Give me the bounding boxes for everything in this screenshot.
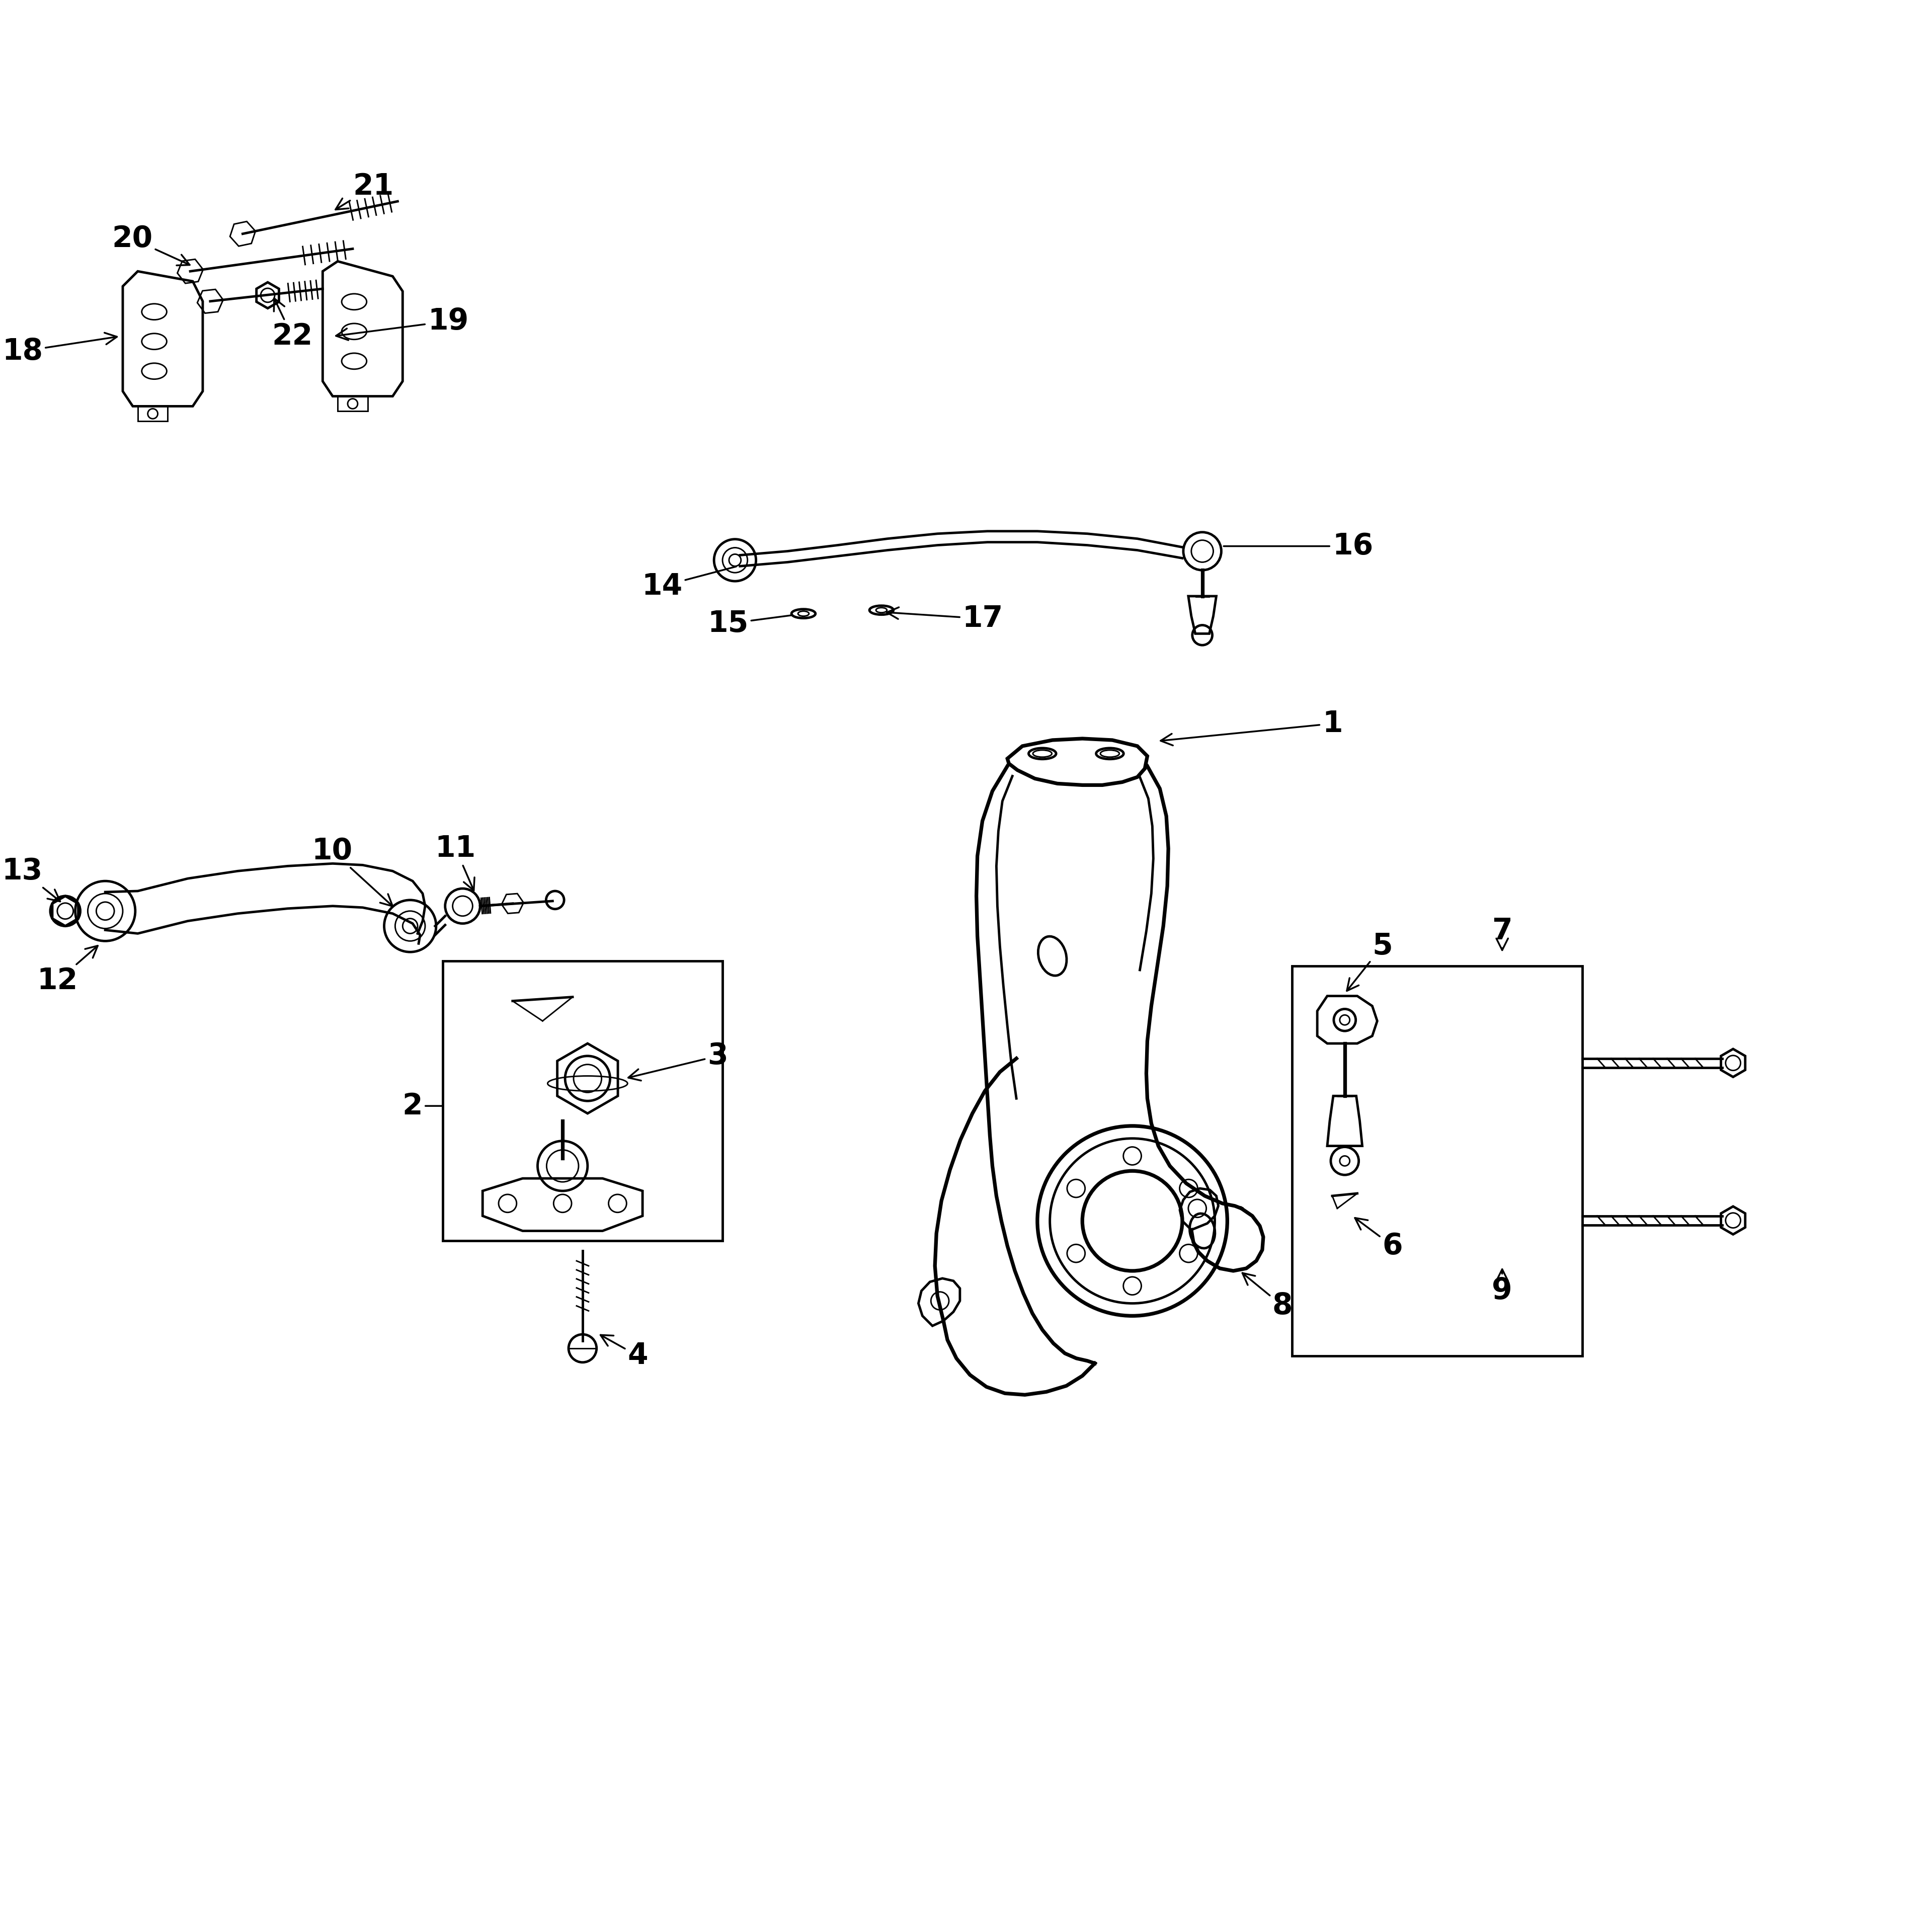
Text: 20: 20 bbox=[112, 224, 189, 265]
Text: 13: 13 bbox=[2, 856, 60, 902]
Text: 14: 14 bbox=[641, 566, 736, 601]
Text: 8: 8 bbox=[1242, 1273, 1293, 1320]
Text: 4: 4 bbox=[601, 1335, 647, 1370]
Text: 1: 1 bbox=[1161, 709, 1343, 746]
Text: 17: 17 bbox=[887, 605, 1003, 634]
Bar bbox=[1293, 966, 1582, 1356]
Bar bbox=[338, 396, 367, 412]
Bar bbox=[137, 406, 168, 421]
Text: 21: 21 bbox=[336, 172, 394, 209]
Text: 18: 18 bbox=[2, 332, 118, 365]
Text: 5: 5 bbox=[1347, 931, 1393, 991]
Text: 10: 10 bbox=[311, 837, 392, 906]
Text: 3: 3 bbox=[628, 1041, 728, 1080]
Text: 22: 22 bbox=[272, 298, 313, 350]
Text: 12: 12 bbox=[37, 945, 99, 995]
Text: 15: 15 bbox=[707, 609, 790, 638]
Text: 11: 11 bbox=[435, 835, 475, 891]
Text: 19: 19 bbox=[336, 307, 468, 340]
Text: 16: 16 bbox=[1223, 531, 1374, 560]
Text: 2: 2 bbox=[402, 1092, 442, 1121]
Text: 7: 7 bbox=[1492, 916, 1513, 951]
Text: 6: 6 bbox=[1354, 1217, 1403, 1260]
Bar bbox=[442, 960, 723, 1240]
Text: 9: 9 bbox=[1492, 1269, 1513, 1306]
